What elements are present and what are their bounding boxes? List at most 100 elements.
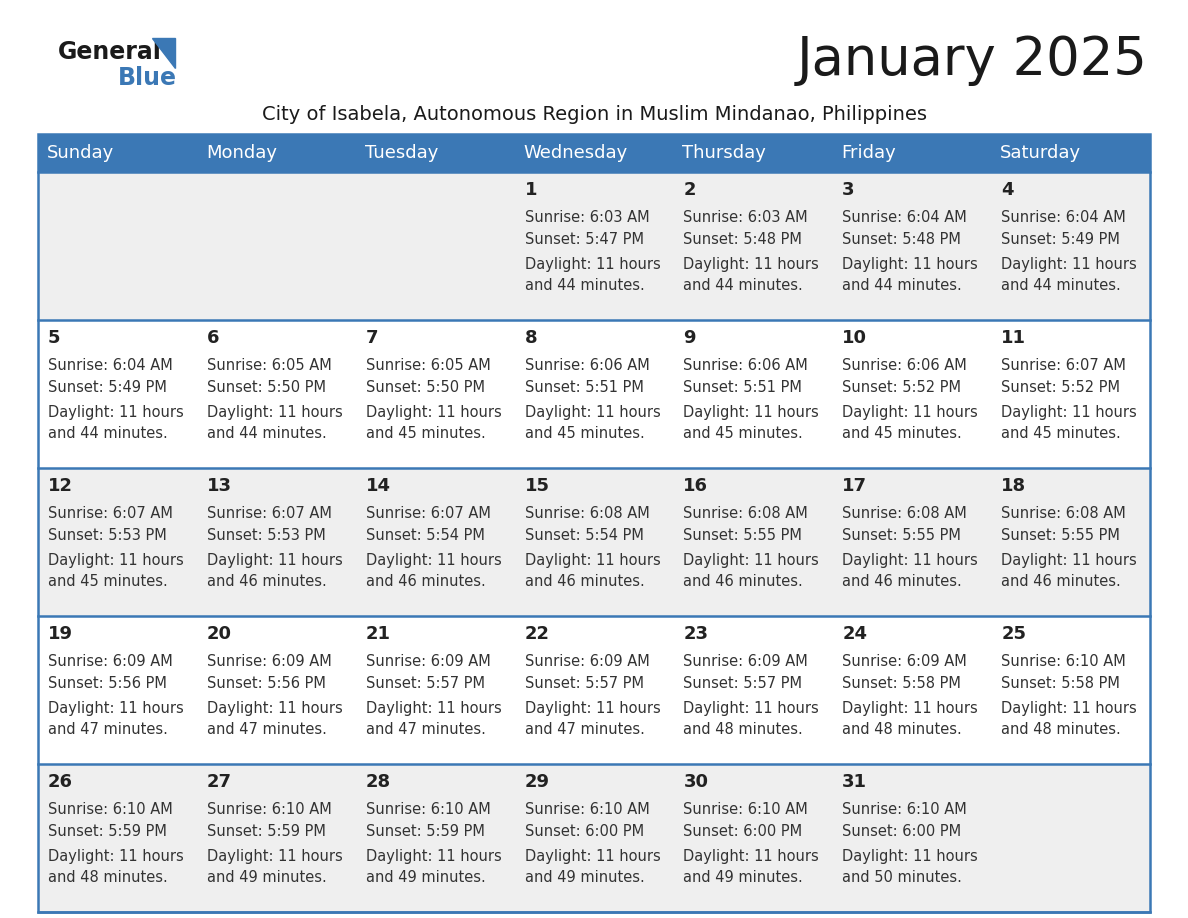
Text: and 45 minutes.: and 45 minutes. bbox=[525, 427, 644, 442]
Text: 25: 25 bbox=[1001, 625, 1026, 643]
Text: Sunset: 5:59 PM: Sunset: 5:59 PM bbox=[207, 824, 326, 839]
Text: Daylight: 11 hours: Daylight: 11 hours bbox=[683, 848, 820, 864]
Text: General: General bbox=[58, 40, 162, 64]
Text: 5: 5 bbox=[48, 329, 61, 347]
Text: 23: 23 bbox=[683, 625, 708, 643]
Bar bbox=[38, 134, 1150, 912]
Text: Sunset: 5:55 PM: Sunset: 5:55 PM bbox=[842, 529, 961, 543]
Polygon shape bbox=[152, 38, 175, 68]
Text: Sunset: 5:47 PM: Sunset: 5:47 PM bbox=[525, 232, 644, 248]
Text: Sunset: 5:53 PM: Sunset: 5:53 PM bbox=[207, 529, 326, 543]
Text: Daylight: 11 hours: Daylight: 11 hours bbox=[48, 405, 184, 420]
Text: Daylight: 11 hours: Daylight: 11 hours bbox=[683, 553, 820, 567]
Text: 21: 21 bbox=[366, 625, 391, 643]
Text: Sunrise: 6:10 AM: Sunrise: 6:10 AM bbox=[366, 802, 491, 818]
Text: Sunrise: 6:07 AM: Sunrise: 6:07 AM bbox=[48, 507, 173, 521]
Text: Sunrise: 6:09 AM: Sunrise: 6:09 AM bbox=[842, 655, 967, 669]
Bar bbox=[38, 616, 1150, 764]
Text: Sunrise: 6:08 AM: Sunrise: 6:08 AM bbox=[525, 507, 650, 521]
Text: Sunset: 5:57 PM: Sunset: 5:57 PM bbox=[683, 677, 802, 691]
Text: 14: 14 bbox=[366, 477, 391, 495]
Text: Daylight: 11 hours: Daylight: 11 hours bbox=[525, 700, 661, 715]
Text: Daylight: 11 hours: Daylight: 11 hours bbox=[366, 700, 501, 715]
Text: and 44 minutes.: and 44 minutes. bbox=[842, 278, 962, 294]
Text: Daylight: 11 hours: Daylight: 11 hours bbox=[525, 848, 661, 864]
Text: 9: 9 bbox=[683, 329, 696, 347]
Text: 8: 8 bbox=[525, 329, 537, 347]
Text: Sunset: 5:50 PM: Sunset: 5:50 PM bbox=[207, 380, 326, 396]
Text: Daylight: 11 hours: Daylight: 11 hours bbox=[207, 553, 342, 567]
Bar bbox=[38, 468, 1150, 616]
Text: 12: 12 bbox=[48, 477, 72, 495]
Text: Sunrise: 6:07 AM: Sunrise: 6:07 AM bbox=[207, 507, 331, 521]
Text: City of Isabela, Autonomous Region in Muslim Mindanao, Philippines: City of Isabela, Autonomous Region in Mu… bbox=[261, 106, 927, 125]
Text: 19: 19 bbox=[48, 625, 72, 643]
Text: 28: 28 bbox=[366, 773, 391, 791]
Text: Thursday: Thursday bbox=[682, 144, 766, 162]
Text: Daylight: 11 hours: Daylight: 11 hours bbox=[48, 553, 184, 567]
Text: 29: 29 bbox=[525, 773, 550, 791]
Text: Sunset: 5:54 PM: Sunset: 5:54 PM bbox=[366, 529, 485, 543]
Text: Sunrise: 6:10 AM: Sunrise: 6:10 AM bbox=[683, 802, 808, 818]
Text: and 45 minutes.: and 45 minutes. bbox=[842, 427, 962, 442]
Text: Sunset: 6:00 PM: Sunset: 6:00 PM bbox=[683, 824, 803, 839]
Text: Sunset: 5:49 PM: Sunset: 5:49 PM bbox=[48, 380, 166, 396]
Bar bbox=[38, 134, 1150, 172]
Text: and 44 minutes.: and 44 minutes. bbox=[207, 427, 327, 442]
Text: Sunrise: 6:05 AM: Sunrise: 6:05 AM bbox=[366, 359, 491, 374]
Text: Daylight: 11 hours: Daylight: 11 hours bbox=[525, 256, 661, 272]
Text: Daylight: 11 hours: Daylight: 11 hours bbox=[207, 405, 342, 420]
Text: and 46 minutes.: and 46 minutes. bbox=[842, 575, 962, 589]
Text: Daylight: 11 hours: Daylight: 11 hours bbox=[683, 405, 820, 420]
Text: Daylight: 11 hours: Daylight: 11 hours bbox=[207, 700, 342, 715]
Text: Blue: Blue bbox=[118, 66, 177, 90]
Text: Sunrise: 6:06 AM: Sunrise: 6:06 AM bbox=[842, 359, 967, 374]
Text: Daylight: 11 hours: Daylight: 11 hours bbox=[842, 256, 978, 272]
Text: Sunrise: 6:07 AM: Sunrise: 6:07 AM bbox=[366, 507, 491, 521]
Text: Sunrise: 6:10 AM: Sunrise: 6:10 AM bbox=[525, 802, 650, 818]
Text: and 45 minutes.: and 45 minutes. bbox=[683, 427, 803, 442]
Text: 11: 11 bbox=[1001, 329, 1026, 347]
Text: Daylight: 11 hours: Daylight: 11 hours bbox=[48, 848, 184, 864]
Text: Friday: Friday bbox=[841, 144, 896, 162]
Text: Sunset: 5:52 PM: Sunset: 5:52 PM bbox=[1001, 380, 1120, 396]
Text: Sunset: 5:48 PM: Sunset: 5:48 PM bbox=[683, 232, 802, 248]
Text: Sunrise: 6:06 AM: Sunrise: 6:06 AM bbox=[525, 359, 650, 374]
Text: Sunrise: 6:10 AM: Sunrise: 6:10 AM bbox=[48, 802, 172, 818]
Text: 27: 27 bbox=[207, 773, 232, 791]
Text: Daylight: 11 hours: Daylight: 11 hours bbox=[683, 700, 820, 715]
Text: 2: 2 bbox=[683, 181, 696, 199]
Text: and 48 minutes.: and 48 minutes. bbox=[48, 870, 168, 886]
Text: Daylight: 11 hours: Daylight: 11 hours bbox=[842, 553, 978, 567]
Text: Sunset: 5:57 PM: Sunset: 5:57 PM bbox=[366, 677, 485, 691]
Text: and 44 minutes.: and 44 minutes. bbox=[1001, 278, 1121, 294]
Text: Sunrise: 6:07 AM: Sunrise: 6:07 AM bbox=[1001, 359, 1126, 374]
Text: Sunset: 5:52 PM: Sunset: 5:52 PM bbox=[842, 380, 961, 396]
Text: and 46 minutes.: and 46 minutes. bbox=[366, 575, 486, 589]
Text: and 49 minutes.: and 49 minutes. bbox=[683, 870, 803, 886]
Text: Daylight: 11 hours: Daylight: 11 hours bbox=[366, 553, 501, 567]
Text: Daylight: 11 hours: Daylight: 11 hours bbox=[48, 700, 184, 715]
Text: Sunset: 5:51 PM: Sunset: 5:51 PM bbox=[683, 380, 802, 396]
Text: and 44 minutes.: and 44 minutes. bbox=[48, 427, 168, 442]
Text: and 45 minutes.: and 45 minutes. bbox=[48, 575, 168, 589]
Bar bbox=[38, 764, 1150, 912]
Text: and 46 minutes.: and 46 minutes. bbox=[683, 575, 803, 589]
Text: 17: 17 bbox=[842, 477, 867, 495]
Text: and 44 minutes.: and 44 minutes. bbox=[525, 278, 644, 294]
Text: Sunset: 5:54 PM: Sunset: 5:54 PM bbox=[525, 529, 644, 543]
Text: Tuesday: Tuesday bbox=[365, 144, 438, 162]
Text: 22: 22 bbox=[525, 625, 550, 643]
Text: Saturday: Saturday bbox=[1000, 144, 1081, 162]
Text: and 47 minutes.: and 47 minutes. bbox=[48, 722, 168, 737]
Text: 20: 20 bbox=[207, 625, 232, 643]
Text: Sunset: 5:59 PM: Sunset: 5:59 PM bbox=[366, 824, 485, 839]
Text: Monday: Monday bbox=[206, 144, 277, 162]
Text: Daylight: 11 hours: Daylight: 11 hours bbox=[842, 405, 978, 420]
Text: 4: 4 bbox=[1001, 181, 1013, 199]
Text: and 49 minutes.: and 49 minutes. bbox=[207, 870, 327, 886]
Text: Sunrise: 6:10 AM: Sunrise: 6:10 AM bbox=[842, 802, 967, 818]
Text: January 2025: January 2025 bbox=[797, 34, 1148, 86]
Text: Sunset: 5:57 PM: Sunset: 5:57 PM bbox=[525, 677, 644, 691]
Text: Daylight: 11 hours: Daylight: 11 hours bbox=[1001, 553, 1137, 567]
